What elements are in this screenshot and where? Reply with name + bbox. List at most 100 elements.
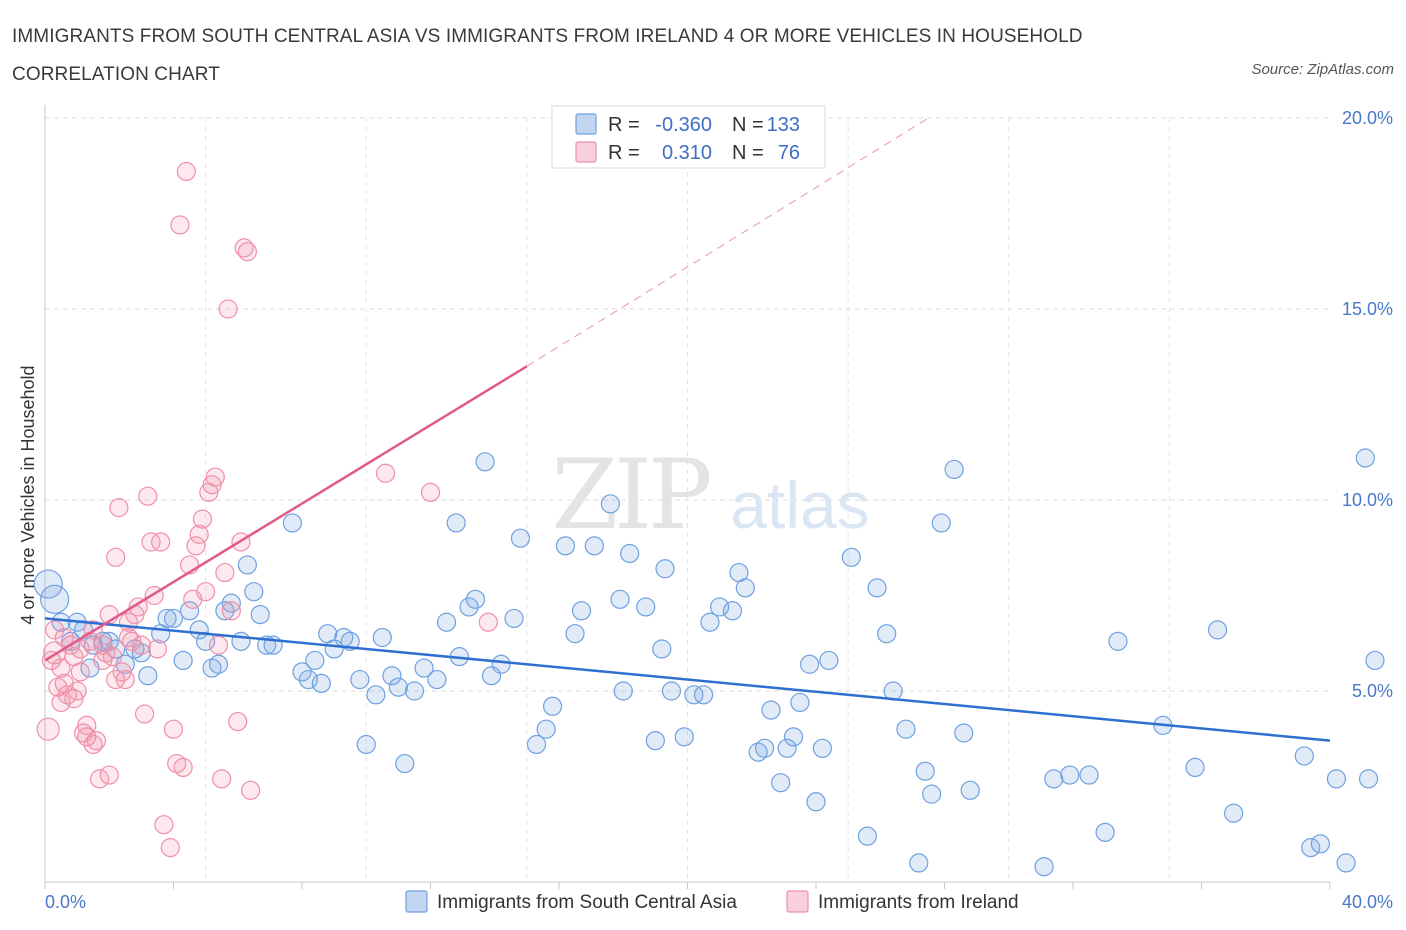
legend-swatch-pink — [575, 141, 597, 163]
data-point — [305, 650, 325, 671]
data-point — [1207, 620, 1228, 640]
data-point — [841, 547, 861, 567]
data-point — [163, 719, 184, 739]
data-point — [1358, 769, 1379, 789]
y-axis-title: 4 or more Vehicles in Household — [18, 365, 38, 624]
data-point — [244, 582, 264, 602]
data-point — [693, 685, 714, 705]
data-point — [420, 482, 441, 502]
data-point — [231, 631, 251, 651]
data-point — [404, 681, 425, 701]
data-point — [106, 669, 126, 690]
data-point — [366, 685, 386, 705]
data-point — [754, 738, 775, 758]
data-point — [465, 589, 486, 609]
trend-line-blue — [44, 617, 1331, 742]
bottom-legend-swatch-pink — [786, 890, 809, 913]
y-tick-label: 10.0% — [1342, 490, 1393, 510]
data-point — [542, 696, 563, 716]
data-point — [661, 681, 682, 701]
data-point — [857, 826, 878, 846]
trend-lines — [44, 117, 1331, 742]
data-point — [1294, 746, 1314, 766]
data-point — [218, 299, 238, 319]
data-point — [134, 704, 155, 724]
data-point — [655, 559, 675, 579]
data-point — [867, 578, 887, 598]
data-point — [536, 719, 556, 739]
series-ireland — [36, 161, 498, 858]
data-point — [122, 631, 142, 651]
data-point — [176, 161, 196, 182]
data-point — [154, 815, 174, 835]
data-point — [157, 608, 177, 629]
data-point — [1301, 838, 1321, 858]
data-point — [228, 711, 248, 732]
data-point — [250, 604, 270, 625]
axes — [44, 105, 1331, 889]
data-point — [1095, 822, 1115, 842]
data-point — [70, 662, 90, 682]
y-tick-label: 20.0% — [1342, 108, 1393, 128]
data-point — [93, 650, 113, 671]
data-point — [141, 532, 161, 552]
data-point — [620, 543, 640, 564]
data-point — [565, 624, 585, 644]
data-point — [51, 692, 71, 713]
data-point — [237, 242, 257, 262]
data-point — [1044, 769, 1064, 789]
watermark-zip: ZIP — [551, 439, 710, 551]
data-point — [954, 723, 974, 743]
data-point — [372, 627, 392, 648]
data-point — [414, 658, 434, 678]
legend-r-label-2: R = — [608, 142, 640, 164]
data-point — [356, 734, 376, 755]
data-point — [109, 498, 129, 518]
data-point — [1034, 857, 1054, 877]
data-point — [33, 569, 63, 599]
data-point — [45, 620, 65, 640]
data-point — [208, 654, 229, 674]
data-point — [526, 734, 547, 755]
data-point — [186, 536, 206, 556]
data-point — [777, 738, 797, 758]
data-point — [99, 765, 119, 785]
data-point — [138, 666, 158, 686]
legend-r-value-1: -0.360 — [655, 114, 712, 136]
data-point — [806, 792, 826, 812]
data-point — [77, 727, 97, 747]
data-point — [163, 608, 184, 629]
bottom-legend-label-blue: Immigrants from South Central Asia — [437, 892, 737, 913]
data-point — [819, 650, 839, 671]
data-point — [192, 509, 213, 529]
data-point — [491, 654, 511, 674]
data-point — [478, 612, 498, 632]
data-point — [241, 780, 261, 800]
data-point — [700, 612, 720, 632]
data-point — [138, 486, 158, 506]
data-point — [1108, 631, 1128, 651]
data-point — [610, 589, 630, 609]
data-point — [735, 578, 755, 598]
data-point — [179, 601, 200, 621]
legend-n-label-1: N = — [732, 114, 764, 136]
data-point — [41, 650, 62, 671]
data-point — [1060, 765, 1080, 785]
data-point — [1079, 765, 1099, 785]
chart-title: IMMIGRANTS FROM SOUTH CENTRAL ASIA VS IM… — [12, 26, 1083, 85]
data-point — [600, 494, 621, 514]
data-point — [196, 631, 216, 651]
legend-n-value-2: 76 — [778, 142, 800, 164]
data-point — [298, 669, 319, 690]
data-point — [311, 673, 331, 693]
data-point — [761, 700, 781, 720]
data-point — [427, 669, 447, 690]
data-point — [710, 597, 730, 617]
data-point — [684, 685, 704, 705]
data-point — [436, 612, 457, 632]
watermark-atlas: atlas — [730, 468, 869, 542]
data-point — [77, 715, 97, 735]
data-point — [1365, 650, 1385, 671]
data-point — [896, 719, 916, 739]
data-point — [1326, 769, 1347, 789]
